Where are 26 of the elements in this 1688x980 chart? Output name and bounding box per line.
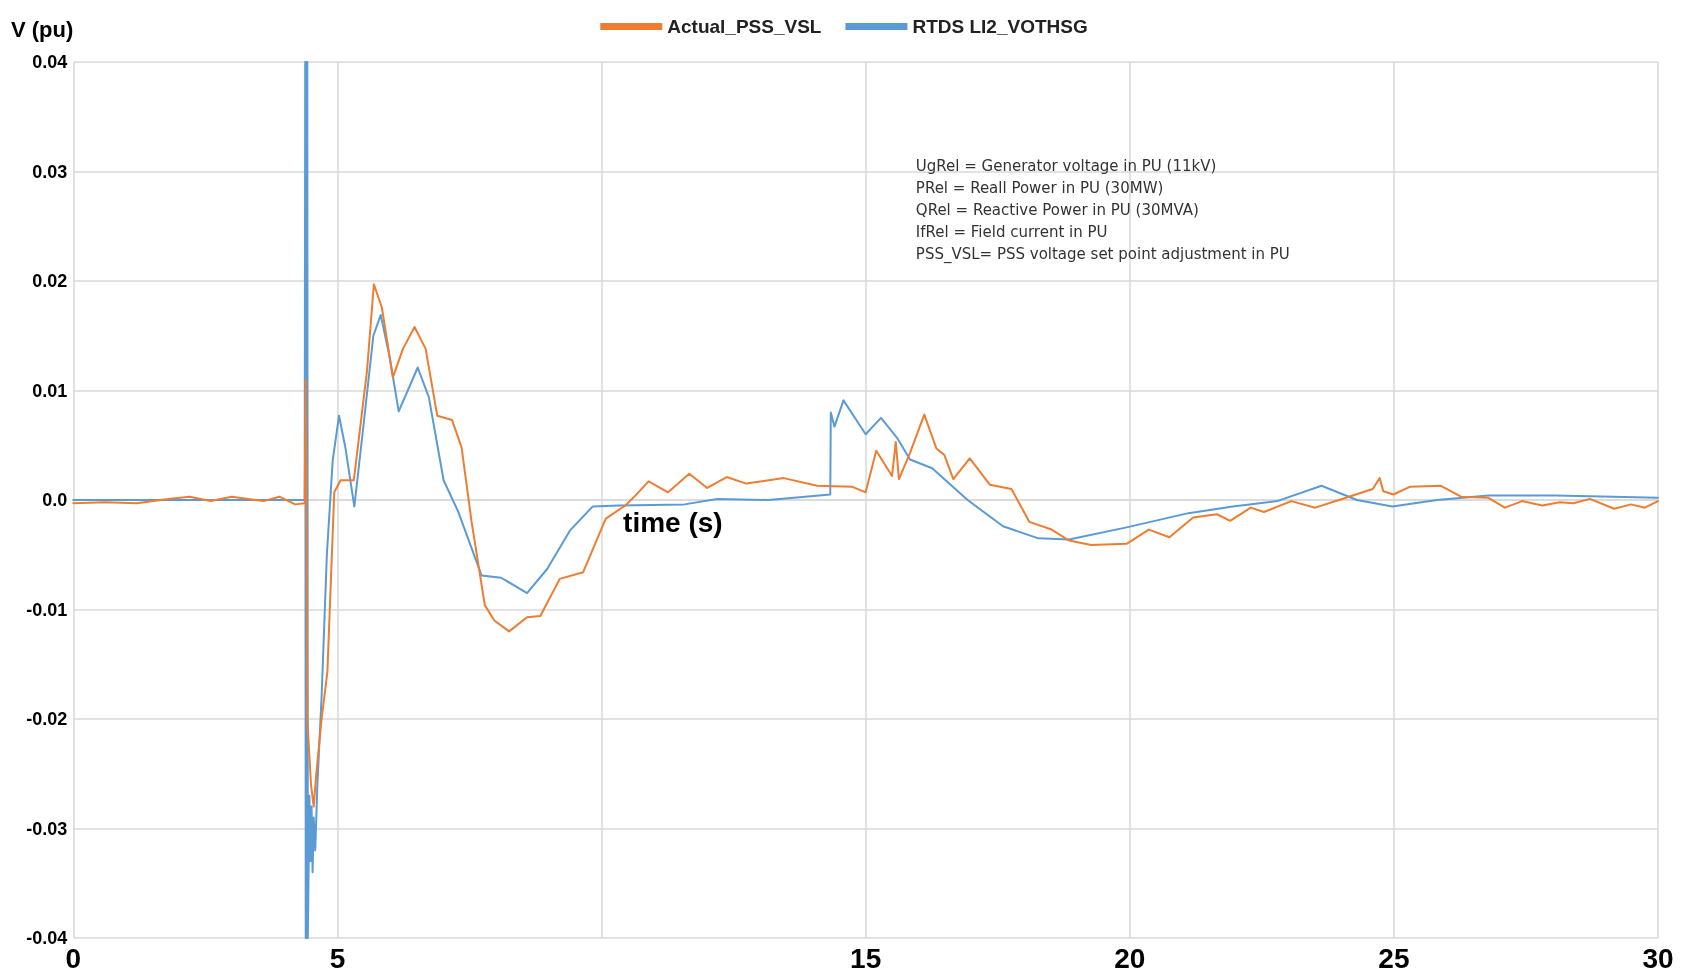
annotation: IfRel = Field current in PU — [915, 223, 1108, 242]
y-tick-label: 0.01 — [32, 380, 68, 401]
x-axis-title: time (s) — [623, 506, 723, 538]
annotation: PSS_VSL= PSS voltage set point adjustment in PU — [915, 245, 1290, 265]
x-tick-label: 15 — [850, 942, 882, 974]
legend-label: RTDS LI2_VOTHSG — [912, 16, 1088, 37]
y-tick-label: 0.04 — [32, 52, 68, 72]
x-tick-label: 0 — [65, 942, 82, 974]
annotation: QRel = Reactive Power in PU (30MVA) — [915, 201, 1199, 220]
y-tick-label: 0.03 — [32, 161, 68, 182]
y-tick-label: -0.03 — [26, 818, 68, 839]
y-tick-label: -0.01 — [26, 599, 68, 620]
y-axis-title: V (pu) — [10, 16, 74, 42]
annotation: PRel = Reall Power in PU (30MW) — [915, 179, 1164, 198]
x-tick-label: 25 — [1378, 942, 1410, 974]
y-tick-label: 0.02 — [32, 271, 68, 291]
x-tick-label: 5 — [329, 942, 346, 974]
y-tick-label: -0.04 — [26, 928, 68, 948]
annotation: UgRel = Generator voltage in PU (11kV) — [915, 157, 1217, 176]
legend-label: Actual_PSS_VSL — [667, 16, 822, 37]
y-tick-label: -0.02 — [26, 709, 68, 729]
x-tick-label: 30 — [1642, 942, 1674, 974]
line-series — [72, 283, 1659, 808]
x-tick-label: 20 — [1114, 942, 1146, 974]
line-series — [72, 61, 1659, 939]
y-tick-label: 0.0 — [42, 490, 68, 510]
